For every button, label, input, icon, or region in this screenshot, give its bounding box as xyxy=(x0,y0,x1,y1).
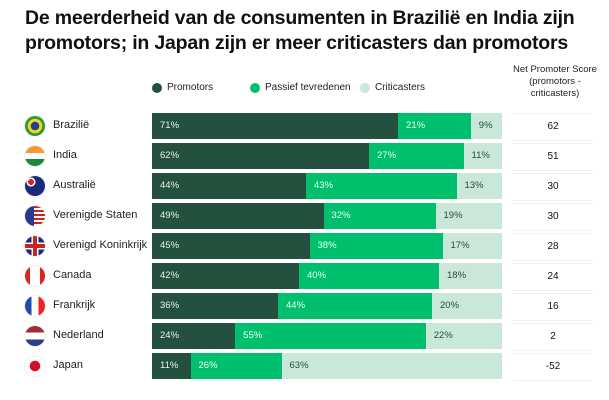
bar-segment-passief: 32% xyxy=(323,203,436,229)
bar-segment-promotors: 45% xyxy=(152,233,310,259)
bar-segment-promotors: 49% xyxy=(152,203,324,229)
bar-segment-passief: 38% xyxy=(309,233,443,259)
bar-segment-criticasters: 18% xyxy=(439,263,502,289)
legend-swatch xyxy=(250,82,260,93)
stacked-bar: 42% 40% 18% xyxy=(152,263,502,289)
chart-title: De meerderheid van de consumenten in Bra… xyxy=(25,7,575,54)
legend-item-criticasters: Criticasters xyxy=(360,82,425,93)
bar-row: Verenigde Staten 49% 32% 19% 30 xyxy=(0,203,609,231)
stacked-bar: 44% 43% 13% xyxy=(152,173,502,199)
netherlands-flag-icon xyxy=(25,326,45,346)
australia-flag-icon xyxy=(25,176,45,196)
category-label: Verenigde Staten xyxy=(53,209,138,221)
category-label: India xyxy=(53,149,77,161)
bar-segment-criticasters: 13% xyxy=(456,173,502,199)
stacked-bar: 45% 38% 17% xyxy=(152,233,502,259)
stacked-bar: 11% 26% 63% xyxy=(152,353,502,379)
stacked-bar: 62% 27% 11% xyxy=(152,143,502,169)
bar-segment-criticasters: 9% xyxy=(470,113,502,139)
bar-segment-passief: 44% xyxy=(278,293,432,319)
nps-value: -52 xyxy=(513,353,593,381)
category-label: Nederland xyxy=(53,329,104,341)
nps-column-header: Net Promoter Score (promotors - criticas… xyxy=(513,64,597,99)
bar-row: Japan 11% 26% 63% -52 xyxy=(0,353,609,381)
category-label: Australië xyxy=(53,179,96,191)
bar-segment-promotors: 11% xyxy=(152,353,191,379)
bar-segment-passief: 21% xyxy=(398,113,471,139)
bar-row: Brazilië 71% 21% 9% 62 xyxy=(0,113,609,141)
category-label: Verenigd Koninkrijk xyxy=(53,239,148,251)
brazil-flag-icon xyxy=(25,116,45,136)
bar-row: Canada 42% 40% 18% 24 xyxy=(0,263,609,291)
legend-label: Promotors xyxy=(167,82,214,93)
bar-segment-criticasters: 20% xyxy=(432,293,502,319)
bar-segment-criticasters: 22% xyxy=(425,323,502,349)
bar-row: India 62% 27% 11% 51 xyxy=(0,143,609,171)
japan-flag-icon xyxy=(25,356,45,376)
bar-segment-passief: 43% xyxy=(306,173,457,199)
stacked-bar: 71% 21% 9% xyxy=(152,113,502,139)
bar-segment-promotors: 62% xyxy=(152,143,369,169)
bar-segment-criticasters: 17% xyxy=(442,233,502,259)
bar-row: Verenigd Koninkrijk 45% 38% 17% 28 xyxy=(0,233,609,261)
bar-segment-criticasters: 63% xyxy=(281,353,502,379)
stacked-bar: 36% 44% 20% xyxy=(152,293,502,319)
bar-row: Nederland 24% 55% 22% 2 xyxy=(0,323,609,351)
bar-segment-promotors: 42% xyxy=(152,263,299,289)
nps-value: 30 xyxy=(513,173,593,201)
bar-segment-promotors: 24% xyxy=(152,323,236,349)
bar-segment-promotors: 36% xyxy=(152,293,278,319)
bar-segment-passief: 40% xyxy=(299,263,439,289)
legend-swatch xyxy=(152,82,162,93)
bar-row: Australië 44% 43% 13% 30 xyxy=(0,173,609,201)
category-label: Japan xyxy=(53,359,83,371)
legend-item-promotors: Promotors xyxy=(152,82,213,93)
uk-flag-icon xyxy=(25,236,45,256)
nps-value: 51 xyxy=(513,143,593,171)
stacked-bar: 24% 55% 22% xyxy=(152,323,502,349)
bar-segment-criticasters: 19% xyxy=(435,203,502,229)
nps-value: 28 xyxy=(513,233,593,261)
bar-segment-passief: 27% xyxy=(369,143,464,169)
canada-flag-icon xyxy=(25,266,45,286)
nps-value: 62 xyxy=(513,113,593,141)
category-label: Canada xyxy=(53,269,92,281)
usa-flag-icon xyxy=(25,206,45,226)
legend-item-passief: Passief tevredenen xyxy=(250,82,351,93)
category-label: Frankrijk xyxy=(53,299,96,311)
legend-label: Passief tevredenen xyxy=(265,82,351,93)
nps-value: 24 xyxy=(513,263,593,291)
bar-segment-promotors: 71% xyxy=(152,113,399,139)
bar-segment-passief: 26% xyxy=(190,353,282,379)
bar-segment-passief: 55% xyxy=(235,323,426,349)
category-label: Brazilië xyxy=(53,119,90,131)
legend-label: Criticasters xyxy=(375,82,426,93)
bar-segment-criticasters: 11% xyxy=(463,143,502,169)
india-flag-icon xyxy=(25,146,45,166)
legend-swatch xyxy=(360,82,370,93)
nps-value: 2 xyxy=(513,323,593,351)
nps-value: 16 xyxy=(513,293,593,321)
france-flag-icon xyxy=(25,296,45,316)
bar-segment-promotors: 44% xyxy=(152,173,306,199)
nps-value: 30 xyxy=(513,203,593,231)
bar-row: Frankrijk 36% 44% 20% 16 xyxy=(0,293,609,321)
stacked-bar: 49% 32% 19% xyxy=(152,203,502,229)
